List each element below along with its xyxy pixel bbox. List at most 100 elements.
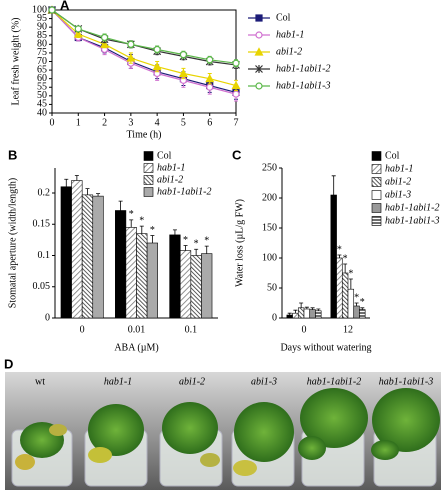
x-axis-label: ABA (µM): [114, 342, 158, 353]
photo-caption: hab1-1abi1-3: [379, 376, 433, 387]
point: [152, 61, 162, 71]
error-bar: [74, 175, 79, 181]
legend-swatch: [371, 203, 382, 213]
significance-mark: *: [337, 244, 342, 255]
bar: [286, 314, 293, 319]
legend-label: hab1-1abi1-3: [385, 215, 439, 226]
point: [178, 68, 188, 78]
photo-caption: hab1-1: [104, 376, 132, 387]
y-tick-label: 80: [37, 39, 47, 50]
x-tick-label: 0.1: [185, 324, 198, 335]
series-line: [51, 9, 237, 64]
y-tick-label: 100: [32, 4, 47, 15]
error-bar: [316, 308, 321, 311]
y-axis-label: Water loss (µL/g FW): [234, 199, 245, 287]
panel-label: B: [8, 147, 17, 162]
legend-label: hab1-1abi1-3: [276, 80, 330, 91]
y-tick-label: 0: [45, 312, 50, 323]
point: [153, 45, 161, 54]
legend-label: Col: [157, 150, 172, 161]
bar: [60, 186, 72, 319]
y-tick-label: 85: [37, 30, 47, 41]
x-tick-label: 4: [155, 117, 160, 128]
error-bar: [139, 225, 144, 234]
x-tick-label: 6: [207, 117, 212, 128]
significance-mark: *: [348, 268, 353, 279]
significance-mark: *: [204, 235, 209, 246]
panel-label: D: [4, 356, 13, 371]
error-bar: [204, 245, 209, 254]
x-tick-label: 7: [234, 117, 239, 128]
error-bar: [85, 188, 90, 195]
legend-marker: [254, 47, 264, 56]
legend-label: Col: [276, 12, 291, 23]
y-tick-label: 0: [272, 312, 277, 323]
x-tick-label: 2: [102, 117, 107, 128]
point: [73, 29, 83, 38]
bar: [292, 312, 299, 319]
error-bar: [299, 302, 304, 308]
error-bar: [150, 235, 155, 243]
bar: [341, 272, 349, 319]
legend-marker: [255, 14, 263, 22]
plant-photo: [5, 372, 441, 490]
panel-label: A: [60, 0, 70, 12]
y-axis-label: Leaf fresh weight (%): [10, 17, 21, 105]
legend-swatch: [371, 151, 382, 161]
y-tick-label: 0.1: [38, 250, 51, 261]
y-tick-label: 70: [37, 56, 47, 67]
legend-label: abi1-2: [276, 46, 302, 57]
bar: [190, 255, 202, 319]
x-axis-label: Days without watering: [280, 342, 371, 353]
point: [232, 90, 240, 98]
significance-mark: *: [360, 297, 365, 308]
x-tick-label: 1: [76, 117, 81, 128]
y-tick-label: 50: [37, 90, 47, 101]
panel-label: C: [232, 147, 242, 162]
error-bar: [287, 312, 292, 315]
legend-swatch: [371, 164, 382, 174]
y-tick-label: 45: [37, 99, 47, 110]
point: [232, 59, 240, 67]
legend-swatch: [143, 151, 154, 161]
x-tick-label: 5: [181, 117, 186, 128]
legend-marker: [255, 82, 263, 90]
x-tick-label: 0.01: [128, 324, 146, 335]
x-tick-label: 3: [128, 117, 133, 128]
legend-swatch: [371, 177, 382, 187]
error-bar: [96, 193, 101, 197]
legend-label: hab1-1: [276, 29, 304, 40]
point: [231, 80, 241, 90]
error-bar: [118, 200, 123, 211]
error-bar: [194, 248, 199, 256]
bar: [179, 250, 192, 319]
y-tick-label: 40: [37, 107, 47, 118]
legend-label: hab1-1abi1-2: [385, 202, 439, 213]
point: [48, 6, 56, 14]
y-tick-label: 60: [37, 73, 47, 84]
bar: [201, 253, 213, 319]
error-bar: [293, 309, 298, 314]
photo-caption: abi1-2: [179, 376, 205, 387]
error-bar: [183, 245, 188, 251]
x-tick-label: 0: [80, 324, 85, 335]
legend-label: Col: [385, 150, 400, 161]
point: [206, 56, 214, 64]
y-axis-label: Stomatal aperture (width/length): [7, 178, 18, 309]
bar: [347, 288, 355, 319]
error-bar: [354, 302, 359, 306]
significance-mark: *: [194, 239, 199, 250]
y-tick-label: 250: [262, 162, 277, 173]
significance-mark: *: [139, 215, 144, 226]
y-tick-label: 65: [37, 64, 47, 75]
legend-label: abi1-2: [157, 174, 183, 185]
legend-swatch: [143, 187, 154, 197]
error-bar: [172, 229, 177, 235]
legend-swatch: [371, 216, 382, 226]
x-tick-label: 12: [343, 324, 353, 335]
y-tick-label: 75: [37, 47, 47, 58]
bar: [115, 210, 127, 319]
bar: [125, 227, 137, 319]
legend-label: abi1-3: [385, 189, 411, 200]
bar: [336, 257, 343, 319]
